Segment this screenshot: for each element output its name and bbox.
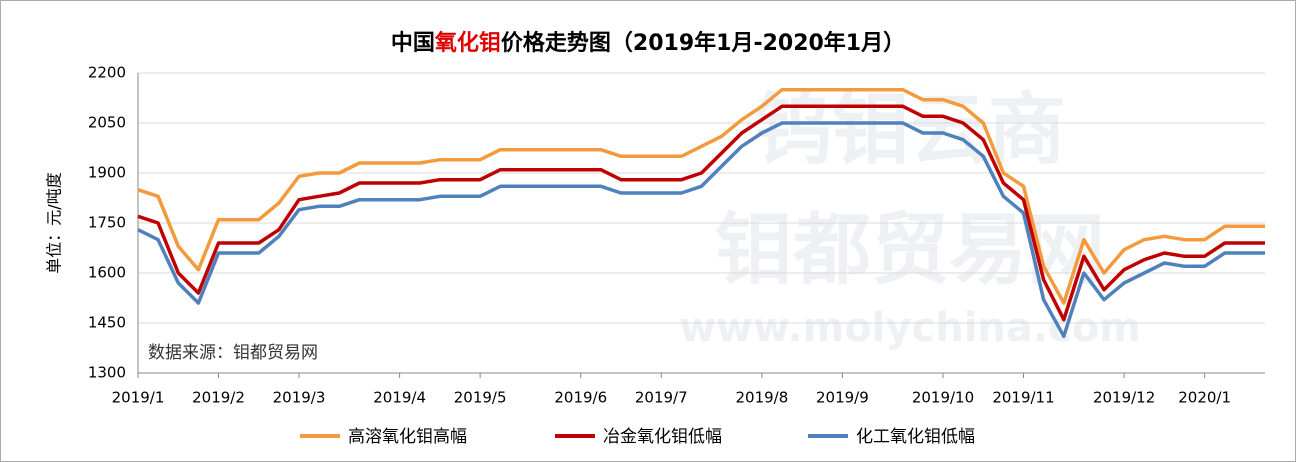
x-tick-label: 2019/6 — [554, 389, 607, 407]
series-line — [137, 104, 1265, 322]
watermark-text: 钨钼云商 — [754, 85, 1066, 175]
title-part: 价格走势图（2019年1月-2020年1月） — [501, 30, 905, 56]
series-line — [137, 87, 1265, 305]
legend-label: 高溶氧化钼高幅 — [348, 427, 467, 447]
y-axis-label: 单位：元/吨度 — [45, 172, 64, 273]
y-tick-label: 2050 — [88, 114, 126, 132]
x-tick-label: 2019/2 — [192, 389, 245, 407]
y-tick-label: 1300 — [88, 364, 126, 382]
source-note: 数据来源：钼都贸易网 — [148, 343, 318, 363]
title-part: 中国 — [391, 31, 435, 56]
x-tick-label: 2019/5 — [454, 389, 507, 407]
y-tick-label: 2200 — [88, 64, 126, 82]
x-tick-label: 2019/11 — [992, 389, 1054, 407]
x-tick-label: 2019/12 — [1093, 389, 1155, 407]
watermark-text: www.molychina.com — [679, 305, 1141, 351]
y-tick-label: 1900 — [88, 164, 126, 182]
title-part: 氧化钼 — [434, 30, 501, 56]
y-tick-label: 1750 — [88, 214, 126, 232]
x-tick-label: 2019/1 — [112, 389, 165, 407]
x-tick-label: 2019/9 — [816, 389, 869, 407]
x-tick-label: 2019/3 — [273, 389, 326, 407]
x-tick-label: 2019/8 — [735, 389, 788, 407]
series-line — [137, 121, 1265, 339]
chart-title: 中国氧化钼价格走势图（2019年1月-2020年1月） — [391, 30, 905, 56]
x-tick-label: 2019/4 — [373, 389, 426, 407]
y-tick-label: 1450 — [88, 314, 126, 332]
legend-label: 化工氧化钼低幅 — [856, 427, 975, 447]
legend-label: 冶金氧化钼低幅 — [603, 427, 722, 447]
x-tick-label: 2020/1 — [1178, 389, 1231, 407]
x-tick-label: 2019/10 — [912, 389, 974, 407]
x-tick-label: 2019/7 — [635, 389, 688, 407]
y-tick-label: 1600 — [88, 264, 126, 282]
